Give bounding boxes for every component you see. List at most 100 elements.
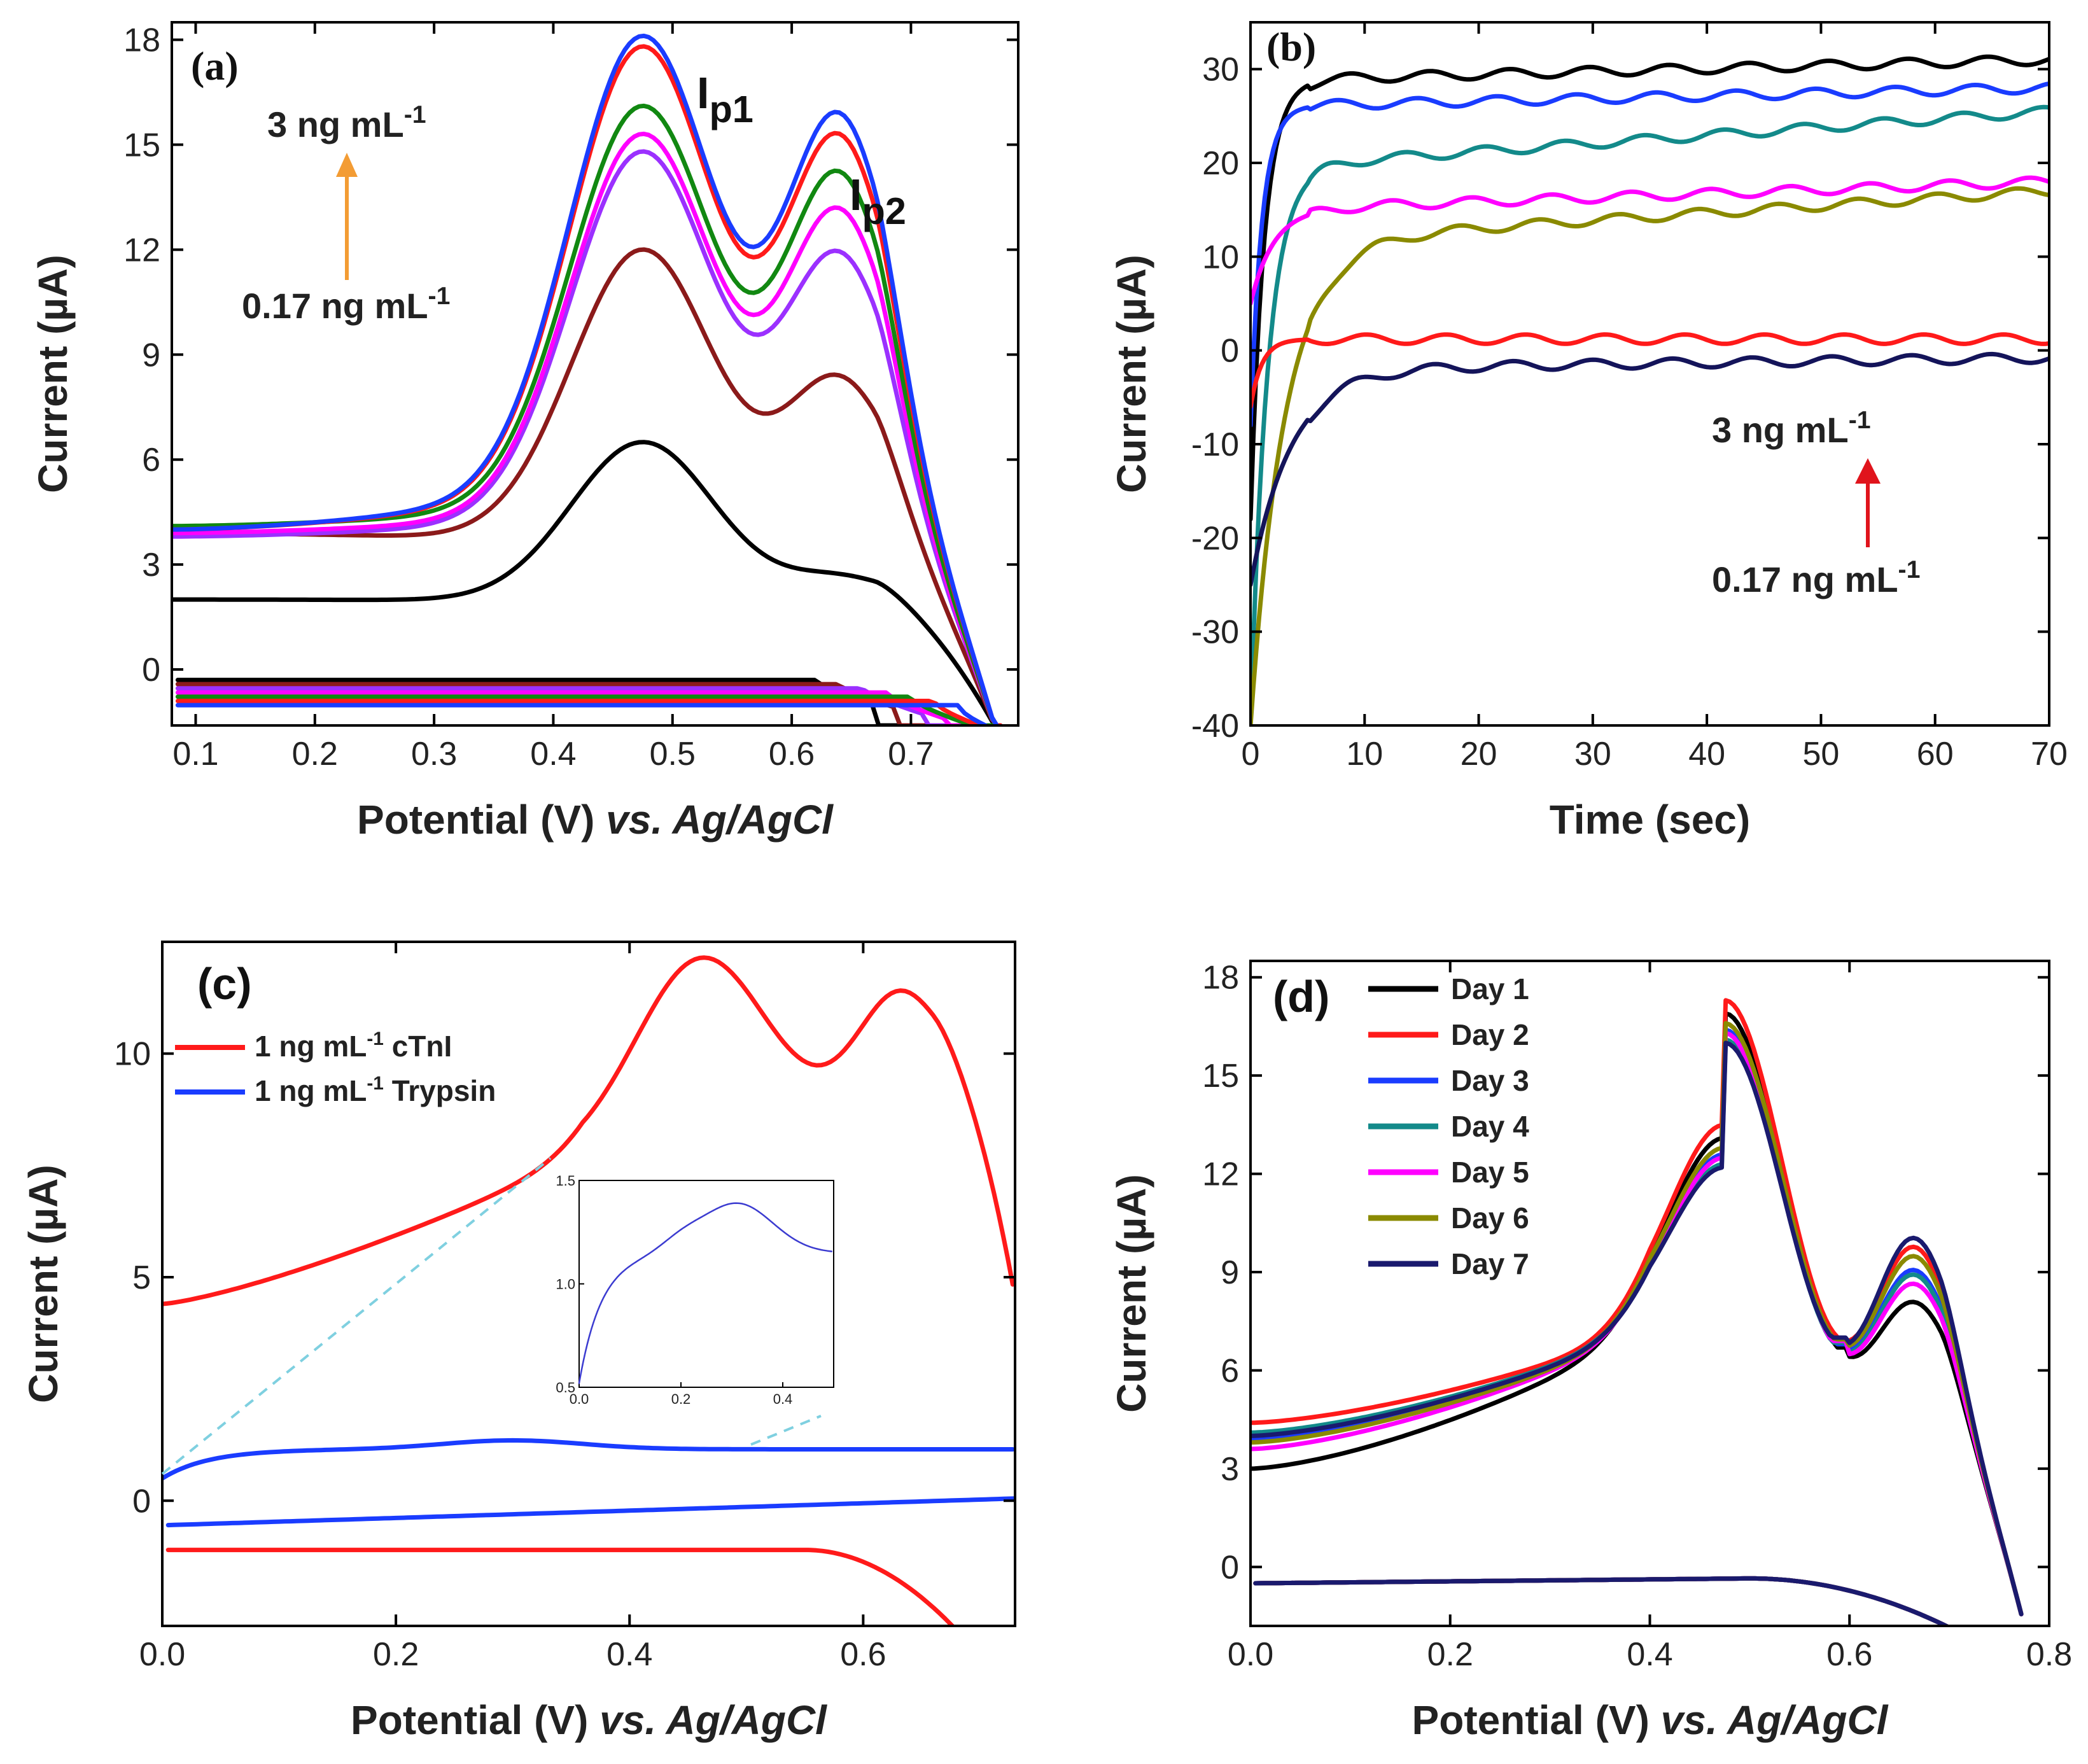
y-tick-label-a: 9	[142, 337, 160, 374]
panel-label-c: (c)	[197, 959, 252, 1009]
x-axis-label-italic: vs. Ag/AgCl	[599, 1697, 827, 1743]
panel-a: 0.1 0.2 0.3 0.4 0.5 0.6 0.7 0 3 6 9 12 15 18 Potential…	[30, 21, 1019, 843]
y-axis-label-a: Current (µA)	[30, 255, 76, 493]
x-axis-label-main: Potential (V)	[351, 1697, 599, 1743]
legend-label-sup: -1	[367, 1028, 384, 1049]
series-d-day-3	[1251, 1027, 2024, 1616]
conc-high-b-sup: -1	[1849, 407, 1871, 434]
y-tick-label-b: -10	[1191, 426, 1239, 463]
x-tick-label-a: 0.6	[769, 736, 815, 773]
series-b-magenta	[1251, 175, 2049, 306]
x-axis-label-main: Time (sec)	[1550, 797, 1750, 843]
x-axis-label-d: Potential (V) vs. Ag/AgCl	[1412, 1697, 1889, 1743]
conc-high-b-main: 3 ng mL	[1712, 410, 1849, 450]
y-tick-label-d: 12	[1202, 1156, 1239, 1193]
x-tick-label-b: 10	[1346, 736, 1383, 773]
x-axis-label-main: Potential (V)	[357, 797, 606, 843]
y-tick-label-d: 9	[1221, 1254, 1239, 1291]
panel-b: 0 10 20 30 40 50 60 70 -40 -30 -20 -10 0 10 20 30 Time (…	[1109, 21, 2068, 843]
legend-label-d: Day 2	[1451, 1018, 1529, 1051]
inset-frame	[578, 1180, 834, 1388]
legend-label-sup: -1	[367, 1073, 384, 1094]
y-tick-label-b: -30	[1191, 614, 1239, 651]
conc-low-a-main: 0.17 ng mL	[242, 286, 428, 326]
inset-y-tick-label: 0.5	[556, 1380, 575, 1396]
x-tick-label-a: 0.7	[888, 736, 934, 773]
inset-y-tick-label: 1.5	[556, 1173, 575, 1189]
y-axis-label-d: Current (µA)	[1109, 1174, 1154, 1413]
panel-label-a: (a)	[191, 43, 239, 88]
series-d-day-6	[1251, 1021, 2024, 1616]
legend-label-d: Day 6	[1451, 1201, 1529, 1235]
inset-y-tick-label: 1.0	[556, 1277, 575, 1292]
y-tick-label-c: 10	[114, 1036, 151, 1073]
series-a-5	[172, 103, 1003, 725]
series-a-2	[172, 247, 1003, 725]
y-tick-label-a: 6	[142, 442, 160, 479]
inset-c: 0.0 0.2 0.4 0.5 1.0 1.5	[161, 1157, 834, 1475]
y-tick-label-d: 0	[1221, 1549, 1239, 1586]
peak-label-ip1-main: I	[697, 68, 709, 118]
y-tick-label-a: 3	[142, 547, 160, 584]
series-a-6	[172, 44, 1003, 725]
y-tick-label-d: 6	[1221, 1352, 1239, 1389]
series-a-1	[172, 440, 1003, 725]
series-b-olive	[1251, 186, 2049, 725]
peak-label-ip1-sub: p1	[709, 88, 753, 130]
conc-low-a-sup: -1	[428, 283, 451, 310]
legend-label-d: Day 7	[1451, 1247, 1529, 1280]
panel-label-d: (d)	[1273, 972, 1329, 1021]
peak-label-ip2-main: I	[850, 170, 862, 220]
x-axis-label-a: Potential (V) vs. Ag/AgCl	[357, 797, 834, 843]
legend-label-tail: cTnI	[384, 1030, 452, 1063]
series-c-trypsin-return	[165, 1496, 1015, 1528]
inset-x-tick-label: 0.0	[570, 1391, 589, 1407]
x-tick-label-b: 0	[1242, 736, 1260, 773]
conc-high-b: 3 ng mL-1	[1712, 407, 1871, 450]
legend-label-main: 1 ng mL	[255, 1030, 367, 1063]
x-tick-label-b: 20	[1461, 736, 1497, 773]
y-tick-label-d: 15	[1202, 1058, 1239, 1095]
y-tick-label-c: 5	[132, 1259, 151, 1296]
x-tick-label-d: 0.8	[2026, 1636, 2072, 1673]
peak-label-ip1: Ip1	[697, 68, 753, 130]
legend-label-d: Day 1	[1451, 972, 1529, 1005]
panel-label-b: (b)	[1266, 24, 1316, 69]
y-axis-label-c: Current (µA)	[20, 1165, 66, 1403]
x-axis-label-b: Time (sec)	[1550, 797, 1750, 843]
y-tick-label-d: 3	[1221, 1451, 1239, 1488]
y-tick-label-c: 0	[132, 1483, 151, 1520]
peak-label-ip2: Ip2	[850, 170, 906, 232]
x-tick-label-a: 0.1	[172, 736, 218, 773]
plot-area-b	[1251, 54, 2049, 725]
zoom-guide-2	[750, 1415, 822, 1446]
x-tick-label-a: 0.3	[411, 736, 457, 773]
series-a	[172, 33, 1003, 725]
x-tick-label-b: 60	[1917, 736, 1954, 773]
y-tick-label-b: 0	[1221, 333, 1239, 370]
inset-x-tick-label: 0.4	[773, 1391, 793, 1407]
arrow-b-head	[1855, 458, 1881, 484]
panel-c: 0.0 0.2 0.4 0.6 0 5 10 Potential (V) vs. Ag/AgC…	[20, 941, 1016, 1743]
conc-high-a-main: 3 ng mL	[267, 104, 404, 144]
series-d-day-1	[1251, 1011, 2024, 1617]
x-tick-label-c: 0.6	[840, 1636, 886, 1673]
legend-label-d: Day 5	[1451, 1156, 1529, 1189]
y-tick-label-a: 15	[123, 127, 160, 164]
series-b-teal	[1251, 104, 2049, 725]
x-tick-label-d: 0.0	[1228, 1636, 1273, 1673]
y-tick-label-a: 0	[142, 652, 160, 689]
y-tick-label-a: 12	[123, 232, 160, 269]
conc-low-b: 0.17 ng mL-1	[1712, 556, 1920, 599]
conc-high-a-sup: -1	[404, 101, 426, 129]
series-c-ctni	[162, 955, 1015, 1306]
x-tick-label-a: 0.5	[650, 736, 696, 773]
annotations-b: 3 ng mL-1 0.17 ng mL-1 (b)	[1266, 24, 1920, 599]
x-tick-label-c: 0.0	[139, 1636, 185, 1673]
series-d-day-7	[1251, 1040, 2024, 1616]
legend-label-d: Day 3	[1451, 1064, 1529, 1097]
series-a-4	[172, 131, 1003, 725]
legend-label-c: 1 ng mL-1 cTnI	[255, 1028, 452, 1063]
